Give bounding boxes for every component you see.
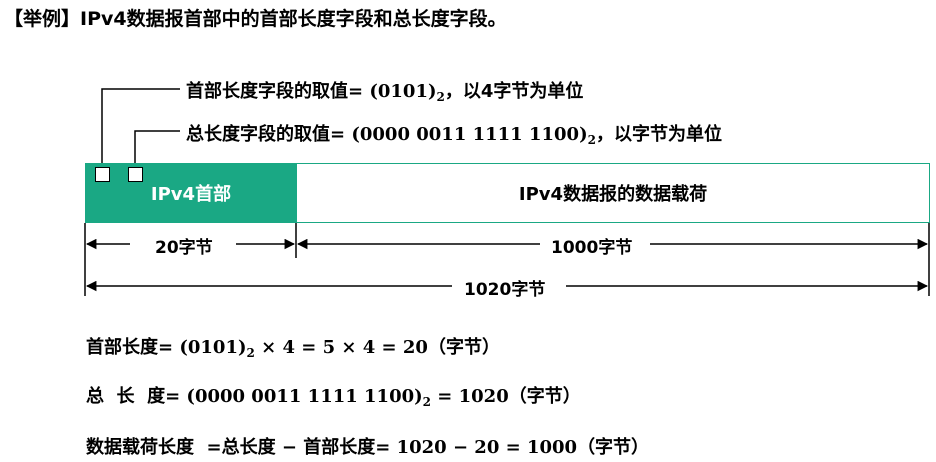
header-len-leader: [102, 89, 180, 167]
ipv4-header-block: IPv4首部: [85, 163, 297, 223]
header-length-formula: 首部长度= (0101)2 × 4 = 5 × 4 = 20（字节）: [86, 333, 500, 360]
payload-length-formula: 数据载荷长度 =总长度 − 首部长度= 1020 − 20 = 1000（字节）: [86, 433, 649, 459]
payload-size-label: 1000字节: [548, 233, 635, 258]
total-length-formula: 总 长 度= (0000 0011 1111 1100)2 = 1020（字节）: [86, 382, 581, 409]
ipv4-payload-block: IPv4数据报的数据载荷: [296, 163, 930, 223]
ipv4-payload-label: IPv4数据报的数据载荷: [297, 180, 929, 206]
ipv4-header-label: IPv4首部: [86, 180, 296, 206]
total-length-field-marker: [128, 167, 143, 182]
header-size-label: 20字节: [152, 233, 216, 258]
total-length-annotation: 总长度字段的取值= (0000 0011 1111 1100)2，以字节为单位: [186, 120, 722, 147]
header-length-field-marker: [95, 167, 110, 182]
total-size-label: 1020字节: [461, 275, 548, 300]
header-length-annotation: 首部长度字段的取值= (0101)2，以4字节为单位: [186, 77, 583, 104]
total-len-leader: [135, 131, 180, 167]
